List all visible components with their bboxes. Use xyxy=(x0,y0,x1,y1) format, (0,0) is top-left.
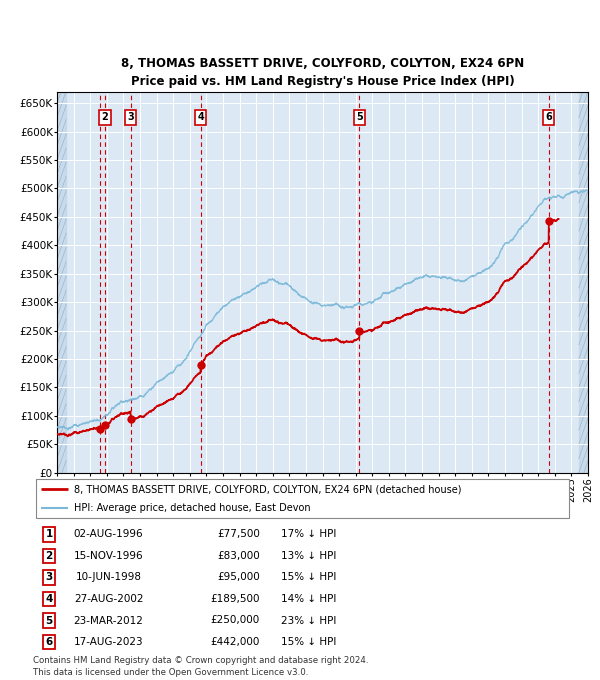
Text: £95,000: £95,000 xyxy=(217,573,260,583)
Text: 8, THOMAS BASSETT DRIVE, COLYFORD, COLYTON, EX24 6PN (detached house): 8, THOMAS BASSETT DRIVE, COLYFORD, COLYT… xyxy=(74,484,461,494)
Text: 14% ↓ HPI: 14% ↓ HPI xyxy=(281,594,337,604)
Text: 3: 3 xyxy=(46,573,53,583)
Text: 4: 4 xyxy=(197,112,204,122)
Text: 13% ↓ HPI: 13% ↓ HPI xyxy=(281,551,337,561)
Text: £189,500: £189,500 xyxy=(210,594,260,604)
Text: 15% ↓ HPI: 15% ↓ HPI xyxy=(281,573,337,583)
Text: 23% ↓ HPI: 23% ↓ HPI xyxy=(281,615,337,626)
Text: £250,000: £250,000 xyxy=(211,615,260,626)
Text: 17-AUG-2023: 17-AUG-2023 xyxy=(74,637,143,647)
Text: 02-AUG-1996: 02-AUG-1996 xyxy=(74,529,143,539)
Text: 1: 1 xyxy=(46,529,53,539)
Text: 10-JUN-1998: 10-JUN-1998 xyxy=(76,573,142,583)
Text: 6: 6 xyxy=(46,637,53,647)
Text: 3: 3 xyxy=(127,112,134,122)
Text: £442,000: £442,000 xyxy=(211,637,260,647)
Text: Contains HM Land Registry data © Crown copyright and database right 2024.
This d: Contains HM Land Registry data © Crown c… xyxy=(33,656,368,677)
Text: 2: 2 xyxy=(46,551,53,561)
Text: HPI: Average price, detached house, East Devon: HPI: Average price, detached house, East… xyxy=(74,503,310,513)
Text: 5: 5 xyxy=(46,615,53,626)
Text: 17% ↓ HPI: 17% ↓ HPI xyxy=(281,529,337,539)
Text: £83,000: £83,000 xyxy=(217,551,260,561)
Text: 4: 4 xyxy=(46,594,53,604)
Text: £77,500: £77,500 xyxy=(217,529,260,539)
Text: 5: 5 xyxy=(356,112,363,122)
Text: 6: 6 xyxy=(545,112,552,122)
Text: 2: 2 xyxy=(101,112,108,122)
FancyBboxPatch shape xyxy=(36,479,569,517)
Text: 27-AUG-2002: 27-AUG-2002 xyxy=(74,594,143,604)
Text: 15% ↓ HPI: 15% ↓ HPI xyxy=(281,637,337,647)
Title: 8, THOMAS BASSETT DRIVE, COLYFORD, COLYTON, EX24 6PN
Price paid vs. HM Land Regi: 8, THOMAS BASSETT DRIVE, COLYFORD, COLYT… xyxy=(121,57,524,88)
Text: 23-MAR-2012: 23-MAR-2012 xyxy=(74,615,143,626)
Text: 15-NOV-1996: 15-NOV-1996 xyxy=(74,551,143,561)
